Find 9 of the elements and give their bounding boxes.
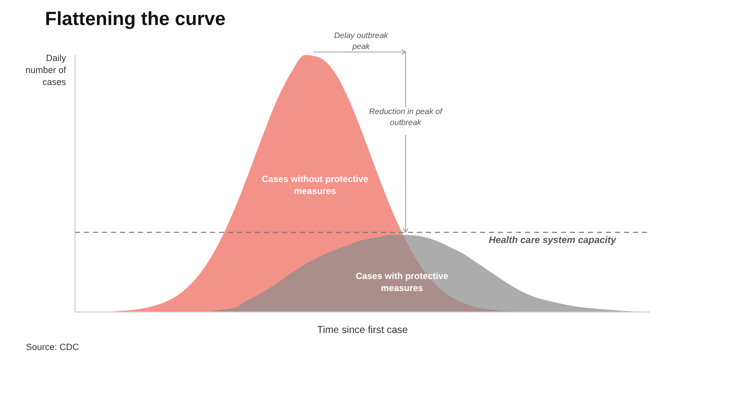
series-label: Cases without protective measures <box>260 173 370 197</box>
text: Delay outbreak peak <box>333 30 389 52</box>
ref-line-label: Health care system capacity <box>488 235 617 246</box>
annotation: Reduction in peak of outbreak <box>368 106 444 128</box>
y-axis-title: Daily number of cases <box>24 52 66 88</box>
x-axis-title: Time since first case <box>317 325 408 336</box>
source-note: Source: CDC <box>26 342 80 352</box>
chart-title: Flattening the curve <box>45 9 226 31</box>
series-label: Cases with protective measures <box>354 270 450 294</box>
